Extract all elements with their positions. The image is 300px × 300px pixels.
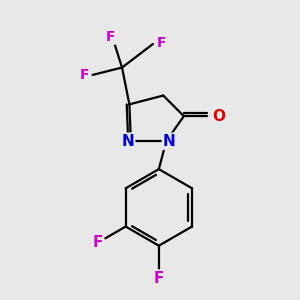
Text: N: N bbox=[163, 134, 175, 149]
Text: F: F bbox=[80, 68, 89, 82]
Text: F: F bbox=[154, 271, 164, 286]
Text: F: F bbox=[106, 30, 115, 44]
Text: N: N bbox=[122, 134, 134, 149]
Text: O: O bbox=[212, 109, 225, 124]
Text: F: F bbox=[156, 35, 166, 50]
Text: F: F bbox=[92, 235, 103, 250]
